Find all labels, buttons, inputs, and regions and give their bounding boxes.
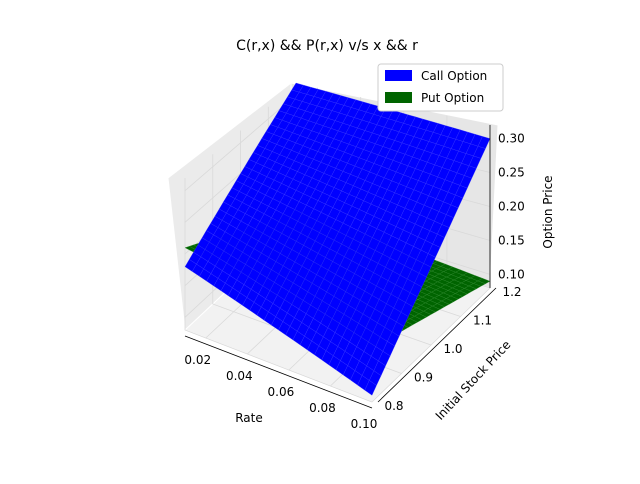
z-axis-label: Option Price [541, 175, 555, 248]
x-tick-label: 0.02 [184, 353, 211, 367]
chart-title: C(r,x) && P(r,x) v/s x && r [236, 38, 418, 54]
tick-labels: 0.02 0.04 0.06 0.08 0.10 0.8 0.9 1.0 1.1 1.2 0.10 0… [184, 132, 524, 431]
x-axis-label: Rate [235, 411, 263, 425]
z-tick-label: 0.15 [498, 233, 525, 247]
y-tick-label: 0.9 [414, 371, 433, 385]
z-tick-label: 0.10 [498, 267, 525, 281]
y-axis-line [377, 287, 497, 403]
legend-swatch-put [385, 92, 412, 103]
axes [184, 125, 497, 409]
x-tick-label: 0.10 [351, 417, 378, 431]
z-tick-label: 0.25 [498, 166, 525, 180]
y-tick-label: 1.1 [473, 314, 492, 328]
x-tick-label: 0.06 [268, 385, 295, 399]
legend: Call Option Put Option [377, 63, 504, 112]
surface-call [184, 82, 491, 396]
legend-label-call: Call Option [421, 69, 487, 83]
y-tick-label: 1.2 [502, 285, 521, 299]
y-grid-line-0 [184, 178, 373, 403]
x-tick-label: 0.04 [226, 369, 253, 383]
y-tick-label: 0.8 [384, 399, 403, 413]
x-axis-line [184, 335, 373, 409]
x-tick-label: 0.08 [309, 401, 336, 415]
surfaces [184, 82, 491, 396]
legend-label-put: Put Option [421, 91, 484, 105]
z-tick-label: 0.20 [498, 200, 525, 214]
z-tick-label: 0.30 [498, 132, 525, 146]
y-tick-label: 1.0 [443, 342, 462, 356]
legend-swatch-call [385, 70, 412, 81]
